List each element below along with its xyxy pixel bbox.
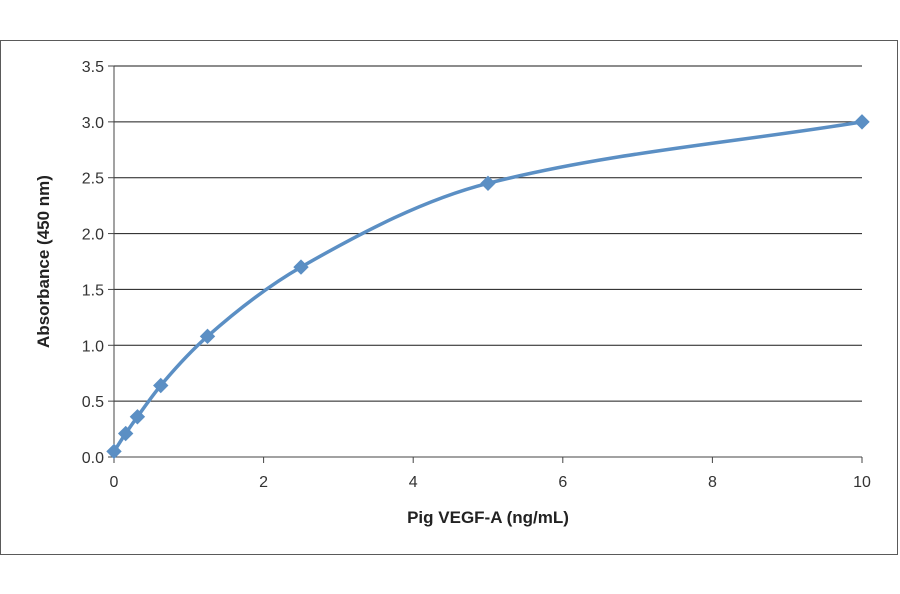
y-tick-label: 1.0 [82, 338, 104, 355]
y-tick-label: 0.0 [82, 450, 104, 467]
series-layer [106, 114, 870, 460]
y-tick-label: 2.5 [82, 171, 104, 188]
y-tick-label: 1.5 [82, 282, 104, 299]
chart-frame: 0.0 0.5 1.0 1.5 2.0 2.5 3.0 3.5 0 2 4 6 8 10 Pig VEGF… [0, 40, 898, 555]
x-tick-label: 10 [853, 474, 871, 491]
data-point-marker [117, 425, 134, 442]
data-point-marker [106, 443, 122, 460]
data-point-marker [153, 377, 169, 394]
y-axis-title: Absorbance (450 nm) [34, 175, 53, 348]
y-tick-label: 3.0 [82, 115, 104, 132]
x-tick-label: 2 [259, 474, 268, 491]
series-line [112, 120, 864, 454]
y-tick-label: 0.5 [82, 394, 104, 411]
data-point-marker [129, 409, 146, 425]
y-tick-label: 2.0 [82, 227, 104, 244]
data-point-marker [480, 175, 496, 192]
data-point-marker [199, 328, 216, 345]
standard-curve-chart: 0.0 0.5 1.0 1.5 2.0 2.5 3.0 3.5 0 2 4 6 8 10 Pig VEGF… [34, 59, 871, 527]
axes [108, 65, 863, 463]
y-tick-label: 3.5 [82, 59, 104, 76]
x-tick-label: 4 [409, 474, 418, 491]
x-axis-title: Pig VEGF-A (ng/mL) [407, 508, 569, 527]
data-point-marker [854, 114, 870, 130]
x-tick-label: 0 [110, 474, 119, 491]
x-tick-label: 6 [558, 474, 567, 491]
tick-labels: 0.0 0.5 1.0 1.5 2.0 2.5 3.0 3.5 0 2 4 6 8 10 [82, 59, 871, 491]
x-tick-label: 8 [708, 474, 717, 491]
data-point-marker [293, 259, 309, 275]
gridlines [114, 65, 862, 402]
